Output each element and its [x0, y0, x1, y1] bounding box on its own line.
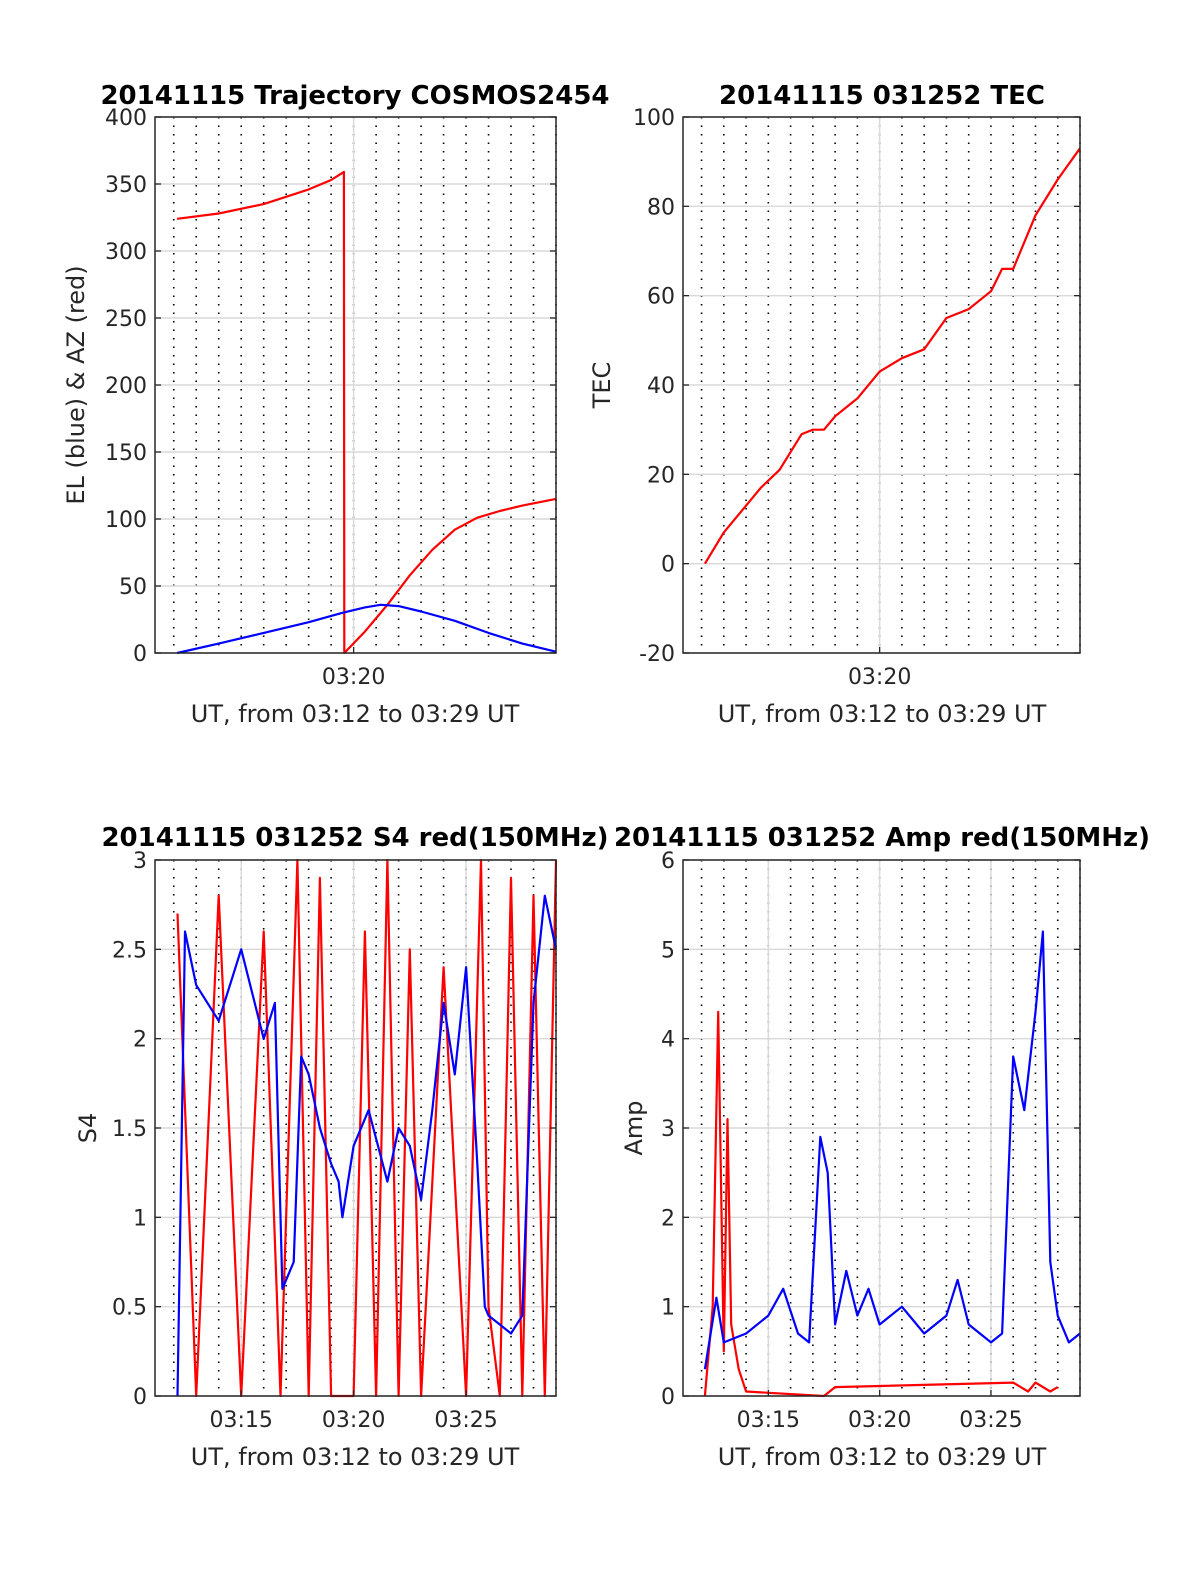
series-line-2 — [703, 930, 1081, 1370]
x-tick-labels: 03:20 — [848, 665, 911, 690]
chart-title: 20141115 031252 S4 red(150MHz) — [101, 823, 608, 853]
x-tick-label: 03:20 — [322, 665, 385, 690]
y-tick-label: 1 — [133, 1206, 147, 1231]
y-tick-label: 2 — [661, 1206, 675, 1231]
y-tick-label: 2 — [133, 1028, 147, 1053]
series-line-2 — [176, 894, 558, 1397]
series-group — [703, 930, 1081, 1398]
y-tick-label: 0 — [133, 1385, 147, 1410]
y-tick-label: 0 — [133, 642, 147, 667]
x-tick-labels: 03:20 — [322, 665, 385, 690]
x-tick-label: 03:15 — [209, 1408, 272, 1433]
y-tick-label: 250 — [105, 307, 147, 332]
y-tick-labels: 0 50 100 150 200 250 300 350 400 — [105, 106, 147, 667]
y-axis-label: Amp — [620, 1100, 648, 1155]
chart-title: 20141115 031252 Amp red(150MHz) — [614, 823, 1150, 853]
series-line-1 — [703, 1010, 1059, 1398]
y-tick-label: 350 — [105, 173, 147, 198]
series-line-2 — [176, 603, 557, 655]
y-tick-label: 100 — [633, 106, 675, 131]
y-tick-label: 4 — [661, 1028, 675, 1053]
x-axis-label: UT, from 03:12 to 03:29 UT — [718, 700, 1047, 728]
y-tick-label: 150 — [105, 441, 147, 466]
y-axis-label: TEC — [588, 362, 616, 410]
chart-title: 20141115 Trajectory COSMOS2454 — [100, 81, 609, 111]
series-group — [176, 170, 557, 655]
x-axis-label: UT, from 03:12 to 03:29 UT — [191, 700, 520, 728]
series-group — [703, 147, 1081, 565]
y-tick-label: -20 — [639, 642, 675, 667]
y-tick-labels: -20 0 20 40 60 80 100 — [633, 106, 675, 667]
y-tick-label: 3 — [133, 849, 147, 874]
grid — [683, 116, 1081, 654]
x-tick-label: 03:15 — [737, 1408, 800, 1433]
x-axis-label: UT, from 03:12 to 03:29 UT — [718, 1443, 1047, 1471]
tec-panel: -20 0 20 40 60 80 100 03:20 20141115 031252 TE… — [588, 81, 1081, 728]
y-tick-label: 0 — [661, 553, 675, 578]
y-tick-label: 200 — [105, 374, 147, 399]
s4-panel: 0 0.5 1 1.5 2 2.5 3 03:15 03:20 03:25 20141115 0… — [74, 823, 609, 1471]
y-tick-label: 400 — [105, 106, 147, 131]
y-tick-label: 100 — [105, 508, 147, 533]
y-tick-label: 60 — [647, 285, 675, 310]
y-tick-label: 300 — [105, 240, 147, 265]
x-tick-labels: 03:15 03:20 03:25 — [209, 1408, 497, 1433]
y-tick-label: 20 — [647, 463, 675, 488]
chart-title: 20141115 031252 TEC — [719, 81, 1045, 111]
y-tick-label: 80 — [647, 195, 675, 220]
y-tick-label: 6 — [661, 849, 675, 874]
x-tick-label: 03:25 — [959, 1408, 1022, 1433]
x-tick-label: 03:20 — [322, 1408, 385, 1433]
trajectory-panel: 0 50 100 150 200 250 300 350 400 03:20 20141115 … — [62, 81, 610, 728]
y-tick-labels: 0 0.5 1 1.5 2 2.5 3 — [112, 849, 147, 1410]
y-tick-label: 0.5 — [112, 1296, 147, 1321]
y-tick-label: 5 — [661, 938, 675, 963]
y-tick-label: 0 — [661, 1385, 675, 1410]
x-tick-labels: 03:15 03:20 03:25 — [737, 1408, 1023, 1433]
y-tick-label: 3 — [661, 1117, 675, 1142]
x-tick-label: 03:25 — [434, 1408, 497, 1433]
y-tick-label: 50 — [119, 575, 147, 600]
amp-panel: 0 1 2 3 4 5 6 03:15 03:20 03:25 20141115 031252 … — [614, 823, 1150, 1471]
x-tick-label: 03:20 — [848, 665, 911, 690]
x-axis-label: UT, from 03:12 to 03:29 UT — [191, 1443, 520, 1471]
y-axis-label: S4 — [74, 1113, 102, 1144]
y-tick-label: 40 — [647, 374, 675, 399]
y-tick-labels: 0 1 2 3 4 5 6 — [661, 849, 675, 1410]
y-tick-label: 1.5 — [112, 1117, 147, 1142]
y-axis-label: EL (blue) & AZ (red) — [62, 265, 90, 504]
series-line-1 — [176, 170, 557, 655]
series-line-1 — [703, 147, 1081, 565]
y-tick-label: 1 — [661, 1296, 675, 1321]
y-tick-label: 2.5 — [112, 938, 147, 963]
x-tick-label: 03:20 — [848, 1408, 911, 1433]
